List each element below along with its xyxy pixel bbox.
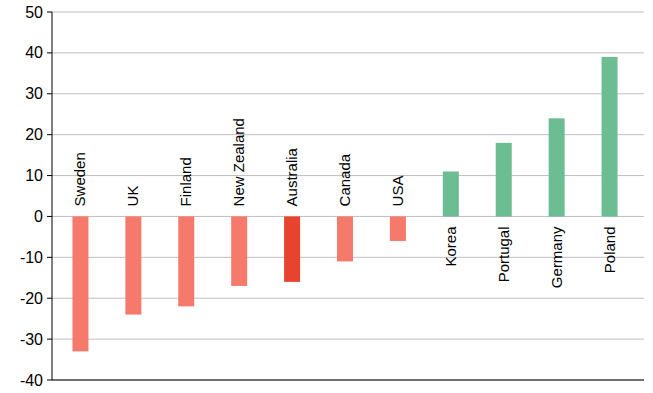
bar <box>231 216 247 286</box>
chart-container: -40 -30 -20 -10 0 10 20 30 40 50 Sweden UK Finland Ne… <box>0 0 653 393</box>
grid-line <box>52 52 644 53</box>
tick-mark <box>47 175 52 176</box>
bar <box>125 216 141 314</box>
tick-label: -40 <box>20 372 43 389</box>
bar <box>549 118 565 216</box>
tick-label: 50 <box>25 4 43 21</box>
bar <box>284 216 300 281</box>
tick-label: 30 <box>25 85 43 102</box>
category-label: USA <box>389 176 406 207</box>
bar <box>602 57 618 216</box>
grid-line <box>52 12 644 13</box>
category-label: New Zealand <box>230 118 247 206</box>
tick-label: -30 <box>20 331 43 348</box>
bar <box>178 216 194 306</box>
category-label: Korea <box>442 226 459 267</box>
tick-label: 10 <box>25 167 43 184</box>
grid-line <box>52 339 644 340</box>
tick-label: 20 <box>25 126 43 143</box>
tick-mark <box>47 12 52 13</box>
grid-line <box>52 93 644 94</box>
category-label: Portugal <box>495 226 512 282</box>
tick-mark <box>47 134 52 135</box>
category-label: Poland <box>601 226 618 273</box>
tick-label: 40 <box>25 44 43 61</box>
category-label: Germany <box>548 226 565 288</box>
bars <box>72 57 617 351</box>
tick-label: -10 <box>20 249 43 266</box>
tick-mark <box>47 257 52 258</box>
tick-mark <box>47 52 52 53</box>
tick-mark <box>47 339 52 340</box>
category-label: Sweden <box>71 152 88 206</box>
tick-label: -20 <box>20 290 43 307</box>
tick-mark <box>47 380 52 381</box>
tick-mark <box>47 298 52 299</box>
tick-mark <box>47 93 52 94</box>
bar <box>496 143 512 217</box>
chart-svg: -40 -30 -20 -10 0 10 20 30 40 50 Sweden UK Finland Ne… <box>0 0 653 393</box>
bar <box>72 216 88 351</box>
bar <box>390 216 406 241</box>
x-axis-line <box>52 380 644 381</box>
tick-label: 0 <box>34 208 43 225</box>
bar <box>443 171 459 216</box>
category-label: Canada <box>336 153 353 206</box>
bar <box>337 216 353 261</box>
category-label: Australia <box>283 147 300 206</box>
category-label: UK <box>124 186 141 207</box>
category-label: Finland <box>177 157 194 206</box>
y-axis-line <box>52 12 53 380</box>
tick-mark <box>47 216 52 217</box>
grid-line <box>52 380 644 381</box>
